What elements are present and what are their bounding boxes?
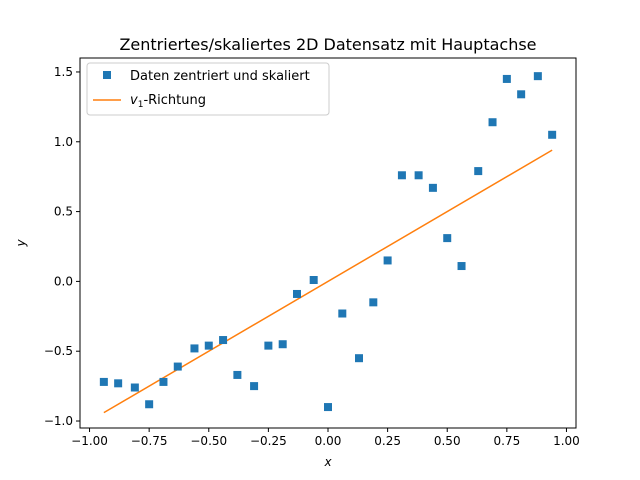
legend-label-subscript: 1 [138,100,144,110]
legend-label-suffix: -Richtung [143,93,206,108]
data-point [397,171,406,180]
data-point [383,256,392,265]
data-point [233,370,242,379]
legend-frame [86,62,330,116]
legend: Daten zentriert und skaliert v1-Richtung [86,62,330,116]
x-tick-label: 0.25 [374,434,401,448]
data-point [130,383,139,392]
data-point [428,183,437,192]
data-point [517,90,526,99]
x-tick-label: 1.00 [553,434,580,448]
x-tick-label: 0.50 [434,434,461,448]
legend-label-direction: v1-Richtung [130,93,206,110]
x-tick-label: −1.00 [71,434,108,448]
data-point [145,400,154,409]
data-point [114,379,123,388]
data-point [369,298,378,307]
data-point [204,341,213,350]
y-tick-label: 1.0 [54,135,73,149]
data-point [488,118,497,127]
x-tick-label: −0.75 [131,434,168,448]
data-point [278,340,287,349]
y-tick-label: −0.5 [44,344,73,358]
legend-label-data: Daten zentriert und skaliert [130,69,310,84]
data-point [264,341,273,350]
data-point [414,171,423,180]
data-point [309,276,318,284]
chart-title: Zentriertes/skaliertes 2D Datensatz mit … [119,35,536,54]
data-point [159,377,168,386]
x-tick-label: −0.50 [190,434,227,448]
data-point [533,72,542,81]
x-tick-label: 0.00 [315,434,342,448]
data-point [355,354,363,363]
legend-label-v: v [130,93,138,108]
y-axis-label: y [14,239,28,248]
y-tick-label: −1.0 [44,414,73,428]
data-point [173,362,182,371]
legend-marker-square [103,71,111,79]
y-tick-label: 1.5 [54,65,73,79]
data-point [502,74,511,83]
data-point [338,309,347,318]
y-tick-label: 0.5 [54,205,73,219]
data-point [443,234,452,243]
y-tick-label: 0.0 [54,274,73,288]
x-tick-label: −0.25 [250,434,287,448]
data-point [324,403,332,412]
data-point [219,336,228,345]
data-point [250,382,259,391]
plot-area [99,72,557,414]
data-point [548,130,557,139]
data-point [293,289,301,298]
axes-ticks: −1.00 −0.75 −0.50 −0.25 0.00 0.25 0.50 0.75 1.00… [44,65,580,448]
data-point [457,262,466,271]
data-point [474,167,483,176]
x-tick-label: 0.75 [493,434,520,448]
x-axis-label: x [323,455,332,469]
data-point [99,377,108,386]
data-point [190,344,199,353]
